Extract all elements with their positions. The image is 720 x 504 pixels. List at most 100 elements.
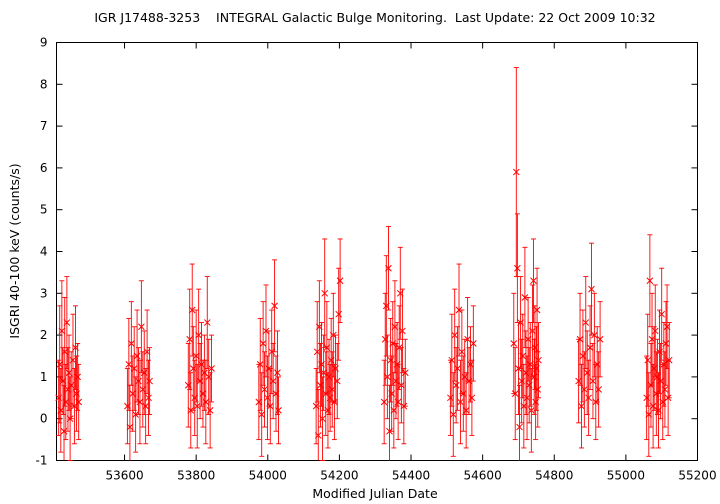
data-point (130, 326, 138, 411)
data-point (336, 238, 344, 324)
x-tick-label: 54800 (535, 469, 573, 483)
data-point (208, 334, 215, 403)
data-point (124, 368, 131, 445)
data-point (255, 363, 263, 441)
data-point (593, 326, 601, 403)
data-point (63, 276, 71, 369)
data-point (75, 363, 83, 441)
data-point (142, 368, 150, 445)
data-point (649, 363, 657, 449)
data-point (514, 213, 521, 324)
data-point (146, 347, 153, 415)
data-point (126, 384, 134, 461)
data-point (578, 363, 585, 449)
data-point (203, 276, 211, 369)
y-axis-label: ISGRI 40-100 keV (counts/s) (7, 163, 22, 338)
data-point (319, 376, 326, 461)
data-point (644, 313, 652, 407)
data-point (468, 359, 476, 436)
y-tick-label: 3 (40, 286, 48, 300)
data-point (530, 238, 537, 324)
data-point (510, 292, 518, 395)
x-tick-label: 55200 (678, 469, 716, 483)
data-point (658, 267, 666, 361)
data-point (188, 263, 196, 357)
y-tick-label: 9 (40, 36, 48, 50)
data-point (136, 359, 144, 445)
data-point (129, 355, 137, 432)
y-tick-label: 6 (40, 161, 48, 175)
data-point (138, 280, 145, 374)
data-point (585, 359, 592, 436)
x-axis-label: Modified Julian Date (312, 486, 438, 501)
x-tick-label: 54400 (392, 469, 430, 483)
data-point (271, 259, 278, 353)
data-point (139, 351, 147, 428)
data-point (384, 334, 391, 420)
data-point (588, 242, 595, 336)
data-point (447, 359, 454, 436)
x-tick-label: 54600 (464, 469, 502, 483)
plot-frame (56, 42, 698, 461)
data-point (595, 351, 603, 428)
data-point (576, 292, 584, 386)
data-point (455, 263, 463, 357)
data-point (187, 372, 195, 449)
data-point (385, 225, 392, 311)
data-point (133, 309, 141, 403)
data-point (58, 280, 66, 382)
data-point (661, 351, 669, 428)
data-point (69, 313, 77, 407)
data-point (397, 347, 405, 424)
data-point (535, 322, 542, 399)
data-point (317, 343, 324, 428)
data-point (401, 338, 409, 407)
x-tick-label: 53600 (105, 469, 143, 483)
data-point (192, 309, 200, 403)
x-tick-label: 53800 (177, 469, 215, 483)
data-point (262, 284, 270, 378)
data-point (132, 376, 139, 453)
data-point (191, 359, 199, 436)
data-point (199, 359, 207, 428)
data-point (452, 347, 460, 424)
data-point (143, 309, 151, 395)
data-point (519, 313, 527, 399)
data-point (380, 359, 388, 445)
data-point (256, 317, 264, 411)
data-point (454, 326, 461, 411)
data-point (206, 372, 214, 449)
y-tick-label: 2 (40, 328, 48, 342)
data-points (55, 67, 673, 461)
data-point (589, 343, 597, 420)
data-point (321, 238, 329, 349)
x-tick-label: 55000 (607, 469, 645, 483)
data-point (272, 355, 280, 432)
data-point (469, 305, 477, 382)
data-point (394, 363, 402, 441)
y-tick-label: -1 (36, 454, 48, 468)
data-point (399, 288, 406, 374)
data-point (646, 234, 654, 328)
data-point (266, 368, 274, 445)
data-point (74, 343, 81, 411)
data-point (315, 280, 323, 374)
data-point (467, 326, 474, 403)
data-point (314, 388, 322, 461)
data-point (195, 288, 203, 382)
y-tick-label: 8 (40, 77, 48, 91)
data-point (527, 368, 535, 453)
chart-title: IGR J17488-3253 INTEGRAL Galactic Bulge … (94, 10, 655, 25)
data-point (575, 338, 582, 424)
data-point (259, 301, 267, 386)
data-point (125, 317, 133, 411)
y-tick-label: 4 (40, 245, 48, 259)
data-point (269, 343, 277, 420)
axis-ticks: -1 0 1 2 3 4 5 6 7 8 9 53600 53800 54000 54200 54400 546… (36, 36, 717, 483)
y-tick-label: 0 (40, 412, 48, 426)
data-point (511, 347, 519, 441)
y-tick-label: 5 (40, 203, 48, 217)
data-point (512, 67, 520, 278)
y-tick-label: 7 (40, 119, 48, 133)
